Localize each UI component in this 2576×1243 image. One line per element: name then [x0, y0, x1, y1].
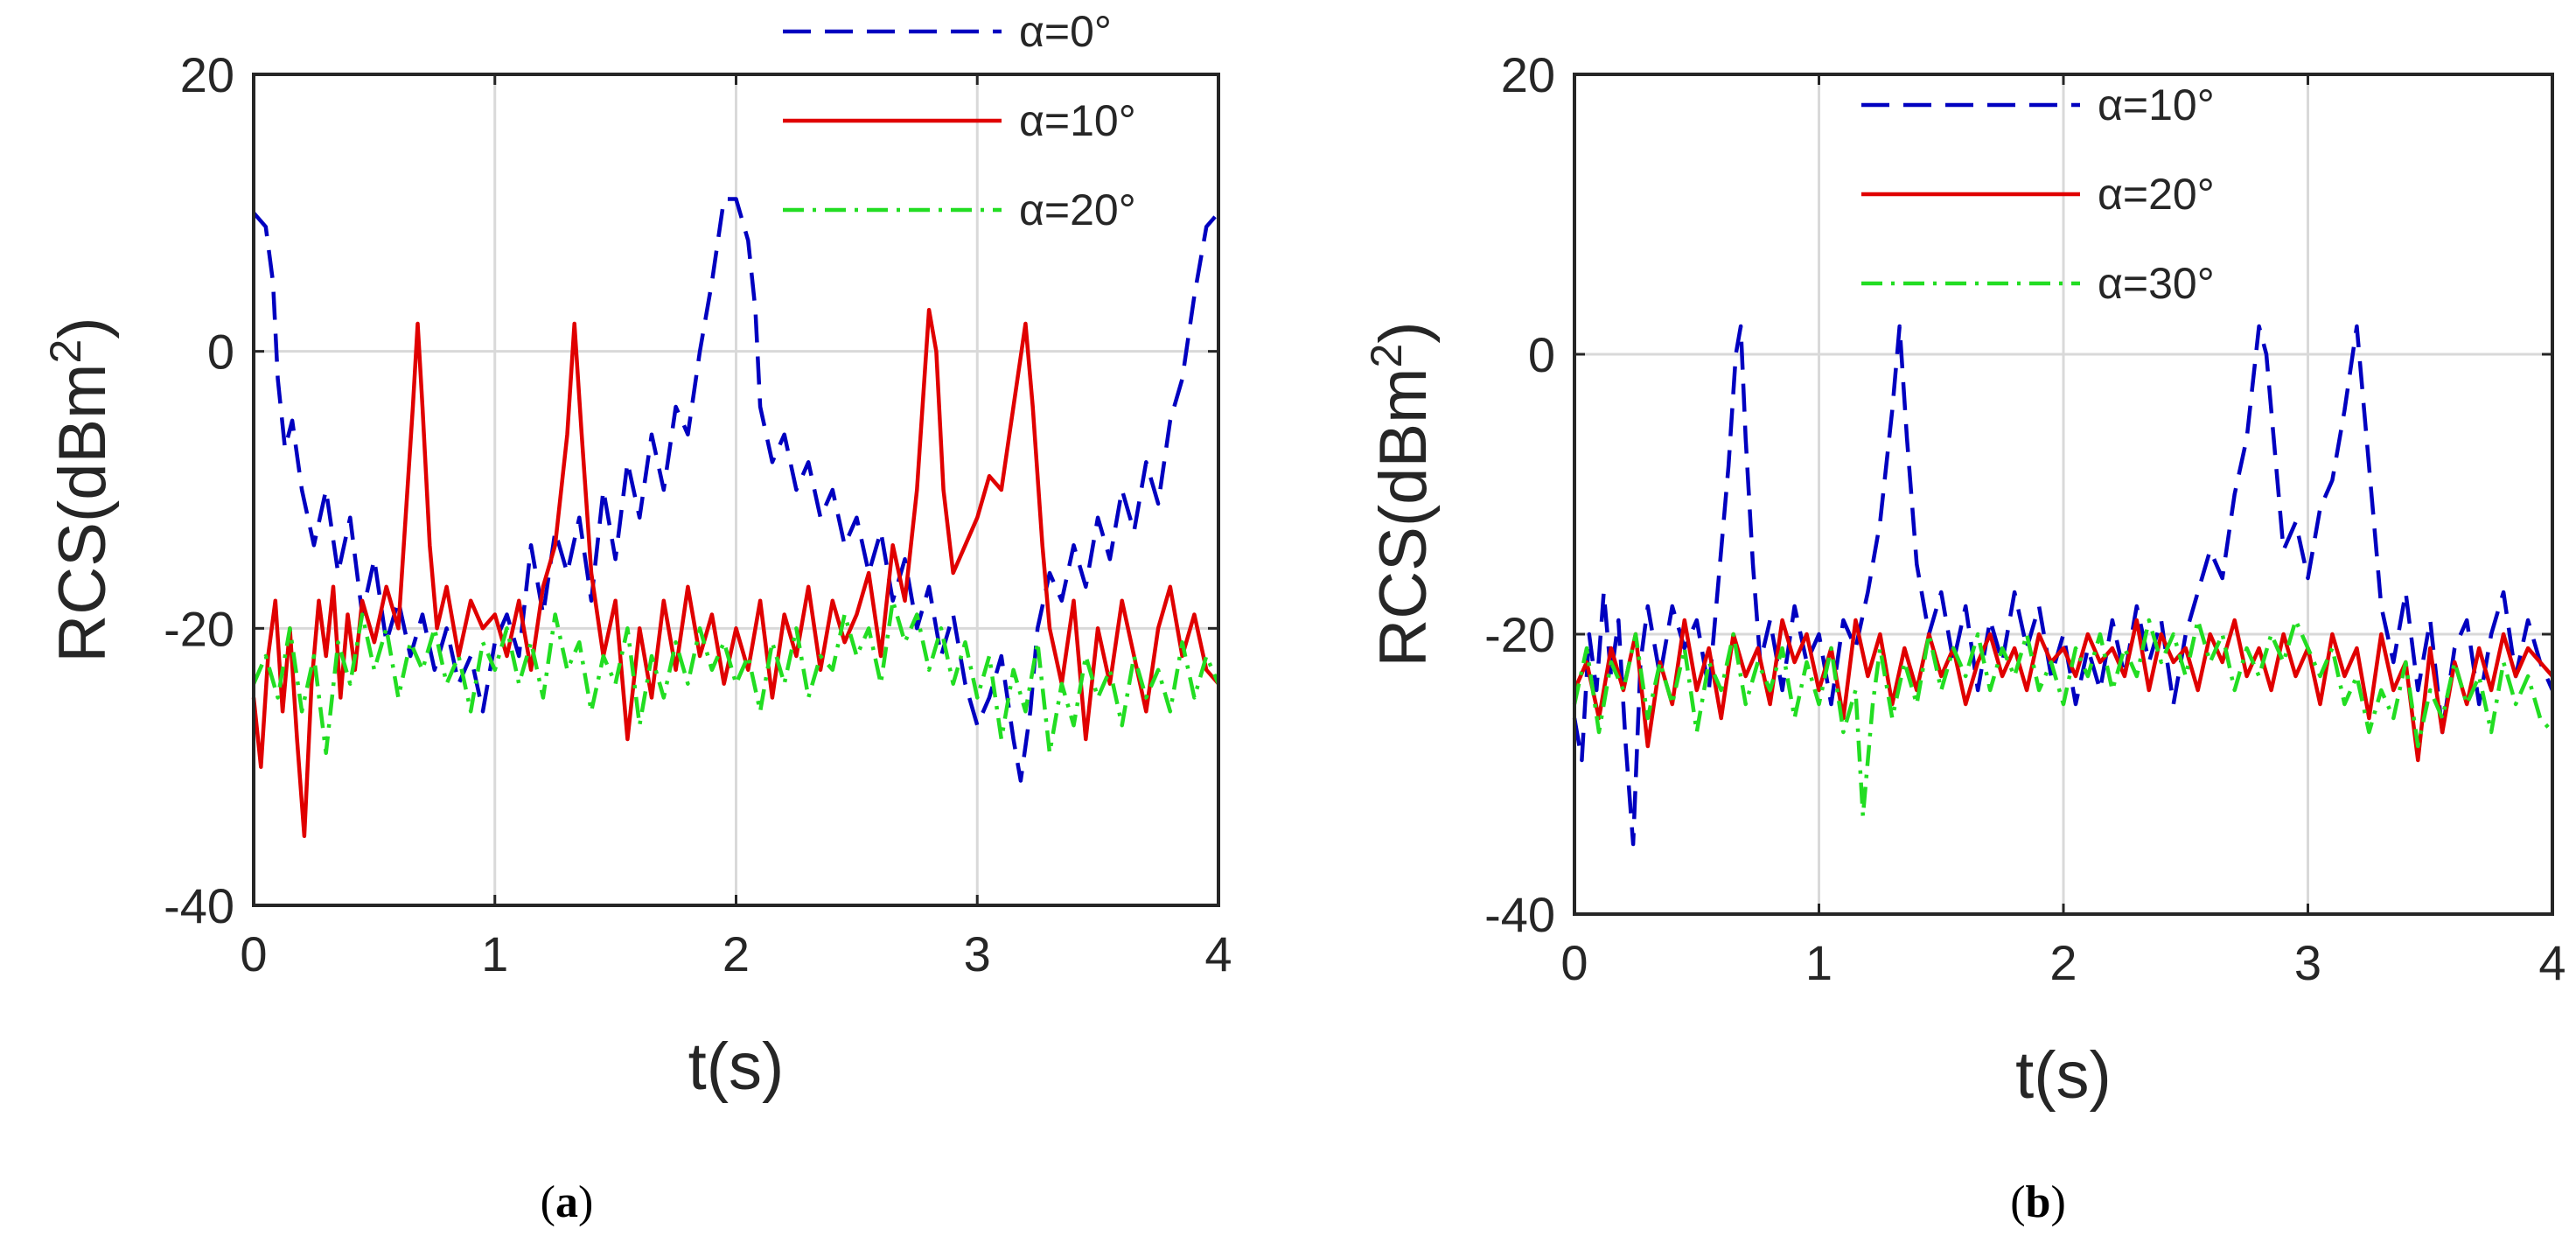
- panel-a-legend-label-1: α=10°: [1019, 96, 1136, 145]
- panel-b-xtick-label-4: 4: [2538, 935, 2566, 990]
- panel-a-xtick-label-4: 4: [1204, 926, 1232, 981]
- panel-a-legend-label-0: α=0°: [1019, 7, 1112, 56]
- panel-a-ytick-label-1: -20: [164, 601, 234, 656]
- panel-b-ytick-label-3: 20: [1501, 47, 1555, 102]
- panel-a-ytick-label-0: -40: [164, 878, 234, 933]
- panel-a-series-1-line: [251, 307, 1220, 839]
- panel-b-xtick-label-1: 1: [1805, 935, 1833, 990]
- caption-b: (b): [2010, 1177, 2066, 1227]
- panel-b-xtick-label-0: 0: [1560, 935, 1588, 990]
- panel-a-xtick-label-1: 1: [481, 926, 508, 981]
- panel-a-xlabel: t(s): [688, 1030, 785, 1104]
- panel-b-xtick-label-2: 2: [2049, 935, 2077, 990]
- panel-b-legend-label-0: α=10°: [2098, 80, 2215, 129]
- panel-a-xtick-label-3: 3: [964, 926, 991, 981]
- panel-a-series-2-line: [251, 598, 1221, 756]
- panel-a-legend-label-2: α=20°: [1019, 185, 1136, 234]
- panel-b-xtick-label-3: 3: [2294, 935, 2321, 990]
- panel-b-ytick-label-2: 0: [1528, 327, 1555, 382]
- panel-a-ytick-label-3: 20: [180, 47, 234, 102]
- panel-b-ytick-label-1: -20: [1484, 607, 1555, 662]
- panel-b-legend-label-2: α=30°: [2098, 259, 2215, 308]
- panel-a-series-0-line: [252, 197, 1220, 783]
- panel-a-xtick-label-0: 0: [240, 926, 267, 981]
- panel-b-ytick-label-0: -40: [1484, 887, 1555, 942]
- panel-a-xtick-label-2: 2: [723, 926, 750, 981]
- panel-b-legend-label-1: α=20°: [2098, 170, 2215, 219]
- panel-b-ylabel: RCS(dBm2): [1362, 321, 1441, 667]
- panel-a-ylabel: RCS(dBm2): [41, 317, 120, 662]
- panel-b-xlabel: t(s): [2015, 1038, 2112, 1113]
- panel-a-ytick-label-2: 0: [207, 325, 234, 380]
- caption-a: (a): [540, 1177, 594, 1227]
